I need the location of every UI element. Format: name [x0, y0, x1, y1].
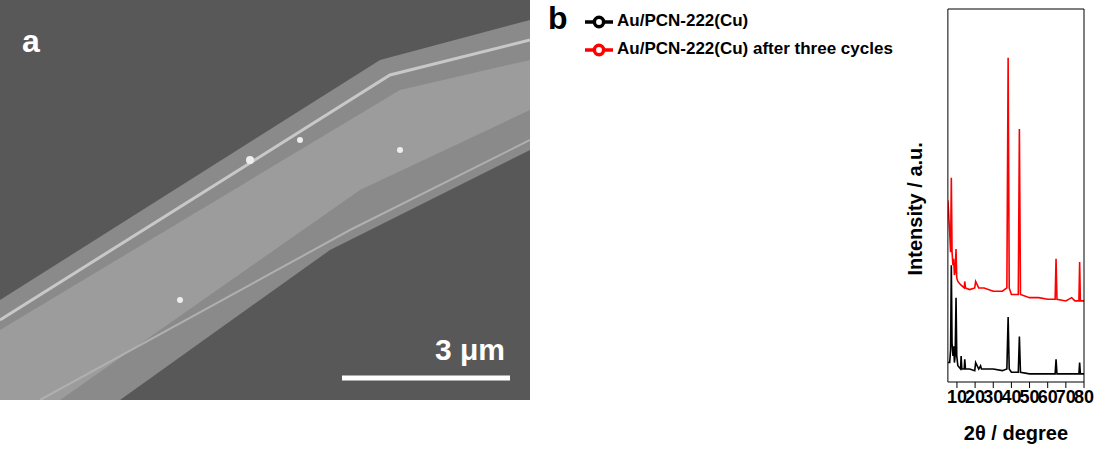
svg-text:20: 20 — [965, 387, 985, 407]
html-text:b: b — [548, 0, 568, 36]
svg-text:40: 40 — [1001, 387, 1021, 407]
svg-text:Intensity / a.u.: Intensity / a.u. — [904, 142, 926, 275]
svg-text:50: 50 — [1020, 387, 1040, 407]
svg-text:2θ / degree: 2θ / degree — [964, 422, 1068, 444]
svg-text:10: 10 — [947, 387, 967, 407]
html-text:Au/PCN-222(Cu): Au/PCN-222(Cu) — [617, 11, 749, 31]
svg-text:a: a — [22, 23, 40, 59]
svg-text:3 μm: 3 μm — [435, 333, 505, 366]
svg-text:60: 60 — [1038, 387, 1058, 407]
svg-text:70: 70 — [1056, 387, 1076, 407]
svg-text:30: 30 — [983, 387, 1003, 407]
html-text:Au/PCN-222(Cu) after three cyc: Au/PCN-222(Cu) after three cycles — [617, 39, 893, 59]
svg-text:80: 80 — [1074, 387, 1094, 407]
